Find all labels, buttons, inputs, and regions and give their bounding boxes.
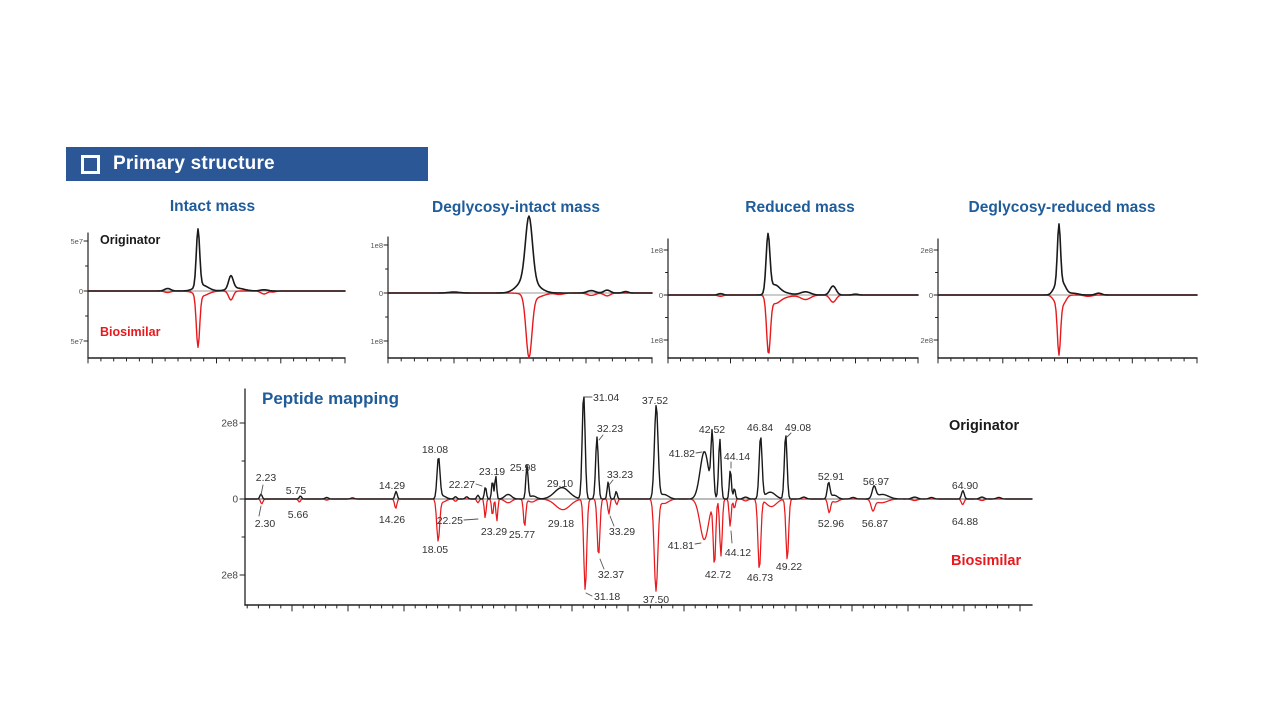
svg-text:2e8: 2e8 xyxy=(920,336,933,345)
svg-text:29.10: 29.10 xyxy=(547,478,573,490)
svg-text:32.37: 32.37 xyxy=(598,569,624,581)
svg-text:0: 0 xyxy=(929,291,933,300)
svg-text:25.98: 25.98 xyxy=(510,462,536,474)
svg-text:42.52: 42.52 xyxy=(699,424,725,436)
svg-text:44.14: 44.14 xyxy=(724,451,750,463)
svg-text:0: 0 xyxy=(379,289,383,298)
svg-text:22.27: 22.27 xyxy=(449,479,475,491)
svg-text:29.18: 29.18 xyxy=(548,518,574,530)
legend-originator-intact: Originator xyxy=(100,233,161,247)
svg-text:52.91: 52.91 xyxy=(818,471,844,483)
plot-title-peptide-mapping: Peptide mapping xyxy=(262,389,399,408)
svg-text:49.08: 49.08 xyxy=(785,422,811,434)
svg-text:1e8: 1e8 xyxy=(370,241,383,250)
svg-text:5.66: 5.66 xyxy=(288,509,309,521)
intact-mass-plot: 5e7 0 5e7 xyxy=(70,228,346,364)
svg-text:1e8: 1e8 xyxy=(370,337,383,346)
svg-text:0: 0 xyxy=(659,291,663,300)
legend-biosimilar-peptide: Biosimilar xyxy=(951,553,1022,569)
svg-text:64.90: 64.90 xyxy=(952,480,978,492)
svg-text:41.82: 41.82 xyxy=(669,448,695,460)
svg-text:33.23: 33.23 xyxy=(607,469,633,481)
svg-text:14.26: 14.26 xyxy=(379,514,405,526)
svg-text:5.75: 5.75 xyxy=(286,485,307,497)
svg-text:64.88: 64.88 xyxy=(952,516,978,528)
svg-text:25.77: 25.77 xyxy=(509,529,535,541)
svg-text:1e8: 1e8 xyxy=(650,246,663,255)
svg-text:52.96: 52.96 xyxy=(818,518,844,530)
svg-text:42.72: 42.72 xyxy=(705,569,731,581)
svg-text:23.19: 23.19 xyxy=(479,466,505,478)
legend-originator-peptide: Originator xyxy=(949,418,1020,434)
plot-title-reduced-mass: Reduced mass xyxy=(745,199,855,216)
svg-text:2e8: 2e8 xyxy=(221,419,238,430)
svg-text:49.22: 49.22 xyxy=(776,561,802,573)
svg-text:23.29: 23.29 xyxy=(481,526,507,538)
section-title: Primary structure xyxy=(113,153,275,174)
square-bullet-icon xyxy=(81,154,100,174)
svg-text:46.73: 46.73 xyxy=(747,572,773,584)
plot-title-deglycosy-intact-mass: Deglycosy-intact mass xyxy=(432,199,600,216)
svg-text:2.23: 2.23 xyxy=(256,472,277,484)
svg-text:41.81: 41.81 xyxy=(668,540,694,552)
plot-title-deglycosy-reduced-mass: Deglycosy-reduced mass xyxy=(968,199,1156,216)
reduced-mass-plot: 1e8 0 1e8 xyxy=(650,232,919,364)
svg-text:18.05: 18.05 xyxy=(422,544,448,556)
svg-text:0: 0 xyxy=(232,495,238,506)
section-banner: Primary structure xyxy=(66,147,428,181)
plot-title-intact-mass: Intact mass xyxy=(169,198,256,215)
svg-text:37.50: 37.50 xyxy=(643,594,669,606)
svg-text:31.18: 31.18 xyxy=(594,591,620,603)
legend-biosimilar-intact: Biosimilar xyxy=(100,325,161,339)
svg-text:18.08: 18.08 xyxy=(422,444,448,456)
peptide-mapping-plot: 2e8 0 2e8 2.23 5.75 14.29 18.08 22.27 23.19 25.98… xyxy=(221,388,1033,612)
svg-text:56.97: 56.97 xyxy=(863,476,889,488)
svg-text:0: 0 xyxy=(79,287,83,296)
svg-text:2.30: 2.30 xyxy=(255,518,276,530)
svg-text:5e7: 5e7 xyxy=(70,237,83,246)
deglycosy-reduced-mass-plot: 2e8 0 2e8 xyxy=(920,223,1198,364)
svg-text:5e7: 5e7 xyxy=(70,337,83,346)
svg-text:37.52: 37.52 xyxy=(642,395,668,407)
svg-text:44.12: 44.12 xyxy=(725,547,751,559)
svg-text:2e8: 2e8 xyxy=(920,246,933,255)
svg-text:56.87: 56.87 xyxy=(862,518,888,530)
svg-text:46.84: 46.84 xyxy=(747,422,773,434)
svg-text:2e8: 2e8 xyxy=(221,571,238,582)
svg-text:14.29: 14.29 xyxy=(379,480,405,492)
svg-text:22.25: 22.25 xyxy=(437,515,463,527)
svg-text:31.04: 31.04 xyxy=(593,392,619,404)
deglycosy-intact-mass-plot: 1e8 0 1e8 xyxy=(370,215,653,364)
svg-text:32.23: 32.23 xyxy=(597,423,623,435)
svg-text:33.29: 33.29 xyxy=(609,526,635,538)
svg-text:1e8: 1e8 xyxy=(650,336,663,345)
